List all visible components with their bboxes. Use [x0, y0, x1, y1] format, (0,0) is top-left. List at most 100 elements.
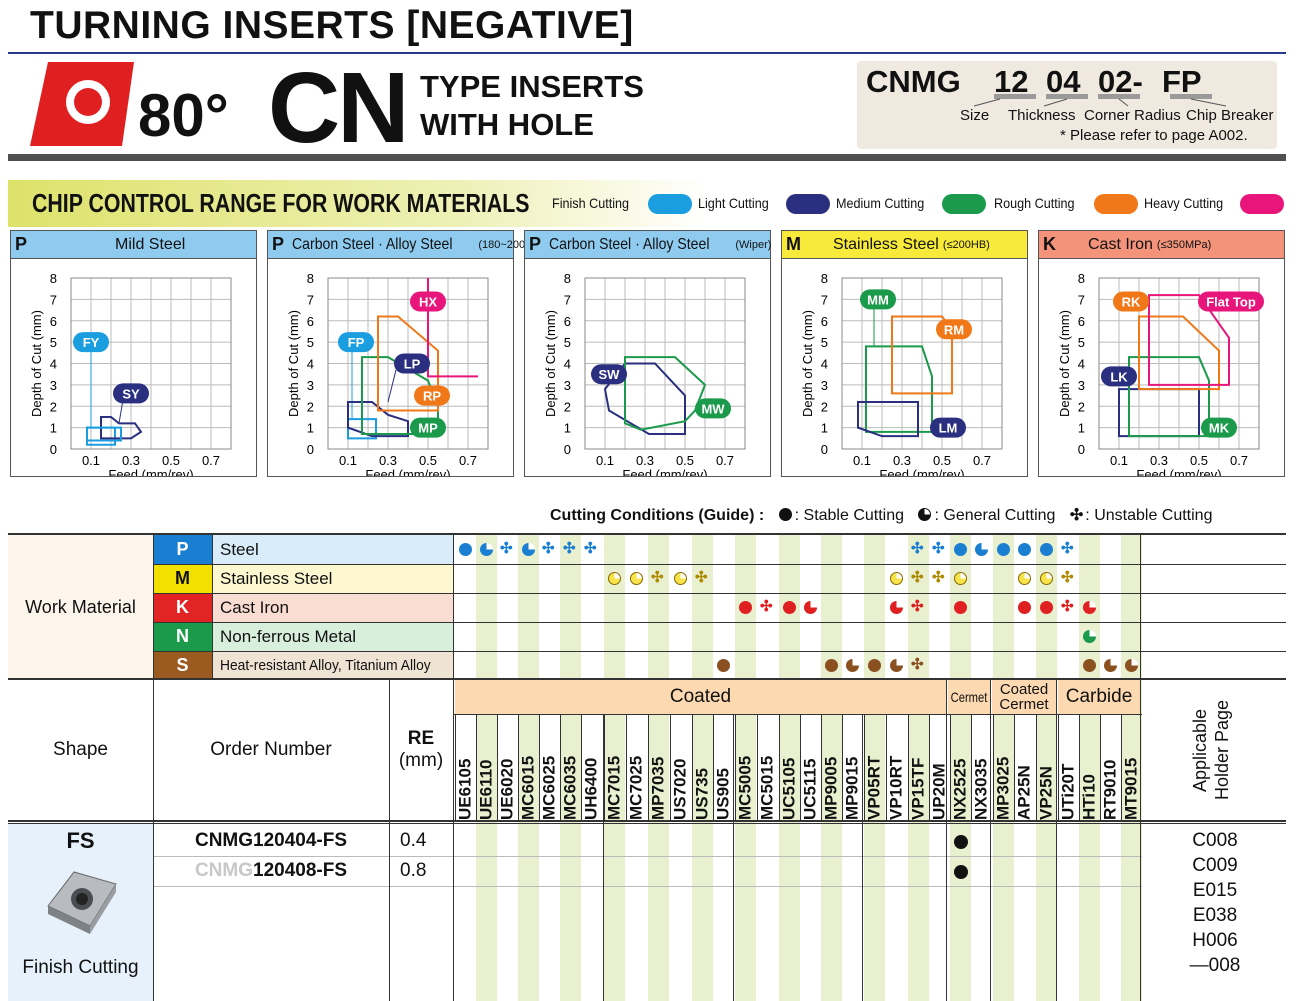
chart-panel-3: M Stainless Steel (≤200HB) 0 1 2 3 4 5 6 7 8 0.1 0.3 0… [781, 230, 1028, 477]
y-tick-label: 0 [821, 442, 828, 457]
y-tick-label: 3 [821, 378, 828, 393]
x-tick-label: 0.5 [676, 453, 694, 468]
table-rule [971, 714, 972, 820]
unstable-mark: ✣ [911, 598, 924, 615]
material-code-N: N [153, 622, 212, 651]
group-coated: Coated [669, 686, 732, 707]
y-tick-label: 7 [821, 292, 828, 307]
code-label-size: Size [960, 107, 990, 124]
x-tick-label: 0.7 [459, 453, 477, 468]
general-mark [1083, 630, 1096, 643]
y-axis-label: Depth of Cut (mm) [29, 310, 44, 417]
chart-panel-header: P Carbon Steel · Alloy Steel (180~200HB) [268, 231, 544, 259]
table-rule [455, 714, 456, 820]
y-tick-label: 0 [564, 442, 571, 457]
material-name: Carbon Steel · Alloy Steel [549, 235, 710, 253]
x-tick-label: 0.3 [636, 453, 654, 468]
x-axis-label: Feed (mm/rev) [108, 467, 193, 476]
order-number: CNMG 120408-FS [153, 856, 389, 886]
grade-mp3025: MP3025 [993, 756, 1013, 820]
x-tick-label: 0.3 [379, 453, 397, 468]
table-rule [670, 714, 671, 820]
grade-us7020: US7020 [670, 758, 690, 820]
stable-mark [825, 659, 838, 672]
grade-vp25n: VP25N [1036, 766, 1056, 820]
y-tick-label: 3 [307, 378, 314, 393]
material-letter: K [1043, 234, 1056, 254]
material-name-S: Heat-resistant Alloy, Titanium Alloy [220, 657, 431, 674]
y-tick-label: 5 [307, 335, 314, 350]
table-rule [1100, 714, 1101, 820]
holder-page: E038 [1192, 905, 1238, 926]
y-tick-label: 6 [564, 314, 571, 329]
insert-angle: 80° [138, 82, 229, 149]
material-letter: M [786, 234, 801, 254]
legend-label-1: Light Cutting [698, 195, 769, 211]
general-mark [954, 572, 967, 585]
y-tick-label: 3 [50, 378, 57, 393]
y-tick-label: 3 [564, 378, 571, 393]
stable-mark [459, 543, 472, 556]
y-tick-label: 4 [50, 357, 57, 372]
x-tick-label: 0.5 [933, 453, 951, 468]
re-value: 0.4 [400, 830, 427, 851]
stable-mark [1040, 543, 1053, 556]
x-tick-label: 0.7 [1230, 453, 1248, 468]
cutting-conditions-guide: Cutting Conditions (Guide) : : Stable Cu… [550, 505, 1212, 525]
material-letter: P [15, 234, 28, 254]
y-tick-label: 1 [821, 421, 828, 436]
code-leader-lines [973, 94, 1227, 107]
x-tick-label: 0.3 [893, 453, 911, 468]
stable-mark [954, 865, 968, 879]
code-label-breaker: Chip Breaker [1186, 107, 1274, 124]
range-label: MM [867, 292, 889, 307]
y-tick-label: 0 [1078, 442, 1085, 457]
insert-logo-icon [30, 62, 134, 146]
unstable-mark: ✣ [563, 540, 576, 557]
conditions-title: Cutting Conditions (Guide) : [550, 507, 765, 524]
table-rule [1058, 714, 1059, 820]
legend-label-3: Rough Cutting [994, 195, 1075, 211]
stable-mark [717, 659, 730, 672]
range-label: SW [599, 367, 621, 382]
y-tick-label: 5 [564, 335, 571, 350]
legend-swatch-1 [786, 194, 830, 214]
range-label: LP [404, 357, 421, 372]
order-code: CNMG120404-FS [194, 830, 348, 851]
x-tick-label: 0.1 [1110, 453, 1128, 468]
x-axis-label: Feed (mm/rev) [879, 467, 964, 476]
range-label: MW [701, 401, 725, 416]
legend-swatch-4 [1240, 194, 1284, 214]
order-number: CNMG120404-FS [153, 826, 389, 856]
table-rule [800, 714, 801, 820]
range-label: FY [83, 335, 100, 350]
col-re: RE (mm) [389, 680, 453, 820]
chart-panel-4: K Cast Iron (≤350MPa) 0 1 2 3 4 5 6 7 8 0.1 0.3 0.5 0.7… [1038, 230, 1285, 477]
y-axis-label: Depth of Cut (mm) [1057, 310, 1072, 417]
note-text: Please refer to page A002. [1070, 127, 1248, 144]
grade-us735: US735 [692, 768, 712, 820]
y-axis-label: Depth of Cut (mm) [800, 310, 815, 417]
y-tick-label: 1 [564, 421, 571, 436]
unstable-mark: ✣ [760, 598, 773, 615]
unstable-mark: ✣ [584, 540, 597, 557]
general-mark [890, 659, 903, 672]
col-re-label: RE [407, 728, 435, 749]
insert-type-desc: TYPE INSERTS WITH HOLE [420, 68, 644, 144]
unstable-mark: ✣ [911, 656, 924, 673]
legend-label-4: Heavy Cutting [1144, 195, 1224, 211]
grade-uc5115: UC5115 [800, 758, 820, 820]
unstable-mark: ✣ [932, 569, 945, 586]
unstable-mark: ✣ [911, 540, 924, 557]
title-rule [8, 52, 1286, 54]
chip-control-title: CHIP CONTROL RANGE FOR WORK MATERIALS [32, 188, 530, 218]
y-tick-label: 5 [50, 335, 57, 350]
shape-code: FS [66, 828, 95, 853]
chip-range [624, 356, 707, 431]
y-tick-label: 4 [821, 357, 828, 372]
general-mark [608, 572, 621, 585]
grade-mc6025: MC6025 [539, 755, 559, 820]
material-code-K: K [153, 593, 212, 622]
material-row-bg [212, 535, 454, 564]
legend-label-0: Finish Cutting [552, 195, 630, 211]
